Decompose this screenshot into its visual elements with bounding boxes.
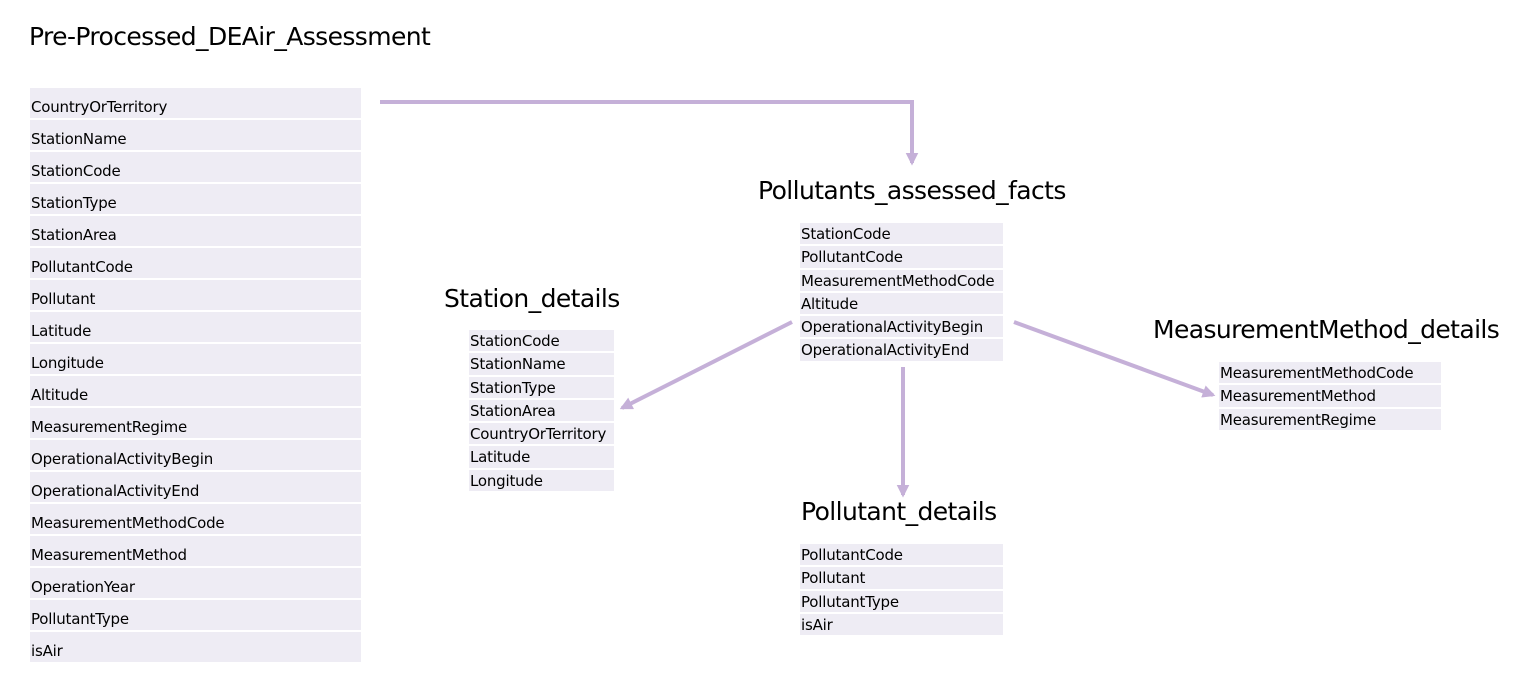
table-row: Altitude (800, 292, 1003, 315)
table-row: StationType (469, 376, 614, 398)
main-table: CountryOrTerritory StationName StationCode… (30, 88, 361, 664)
table-row: MeasurementMethod (1219, 385, 1441, 407)
station-table-title: Station_details (444, 284, 620, 313)
station-table: StationCode StationName StationType Station… (469, 330, 614, 493)
table-row: Latitude (30, 312, 361, 342)
table-row: isAir (800, 613, 1003, 636)
arrow-facts-to-station (619, 320, 793, 410)
table-row: CountryOrTerritory (30, 88, 361, 118)
table-row: OperationalActivityBegin (800, 316, 1003, 338)
arrow-main-to-facts (380, 100, 919, 166)
method-table: MeasurementMethodCode MeasurementMethod Me… (1219, 362, 1441, 432)
table-row: CountryOrTerritory (469, 423, 614, 445)
table-row: StationName (30, 120, 361, 150)
table-row: OperationalActivityEnd (800, 339, 1003, 361)
table-row: PollutantType (30, 600, 361, 630)
table-row: Longitude (30, 344, 361, 374)
table-row: MeasurementMethodCode (800, 269, 1003, 291)
table-row: OperationalActivityEnd (30, 472, 361, 502)
table-row: StationCode (30, 152, 361, 182)
table-row: PollutantCode (800, 544, 1003, 566)
table-row: Altitude (30, 376, 361, 406)
pollutant-table-title: Pollutant_details (801, 497, 997, 526)
table-row: StationArea (469, 399, 614, 422)
table-row: StationArea (30, 216, 361, 246)
table-row: StationName (469, 353, 614, 375)
table-row: Pollutant (30, 280, 361, 310)
table-row: Latitude (469, 446, 614, 468)
table-row: StationCode (469, 330, 614, 352)
main-table-title: Pre-Processed_DEAir_Assessment (29, 22, 431, 51)
table-row: MeasurementMethodCode (30, 504, 361, 534)
pollutant-table: PollutantCode Pollutant PollutantType isAir (800, 544, 1003, 637)
table-row: MeasurementRegime (30, 408, 361, 438)
table-row: MeasurementRegime (1219, 408, 1441, 430)
facts-table: StationCode PollutantCode MeasurementMetho… (800, 223, 1003, 363)
table-row: OperationYear (30, 568, 361, 598)
table-row: Longitude (469, 469, 614, 492)
table-row: PollutantCode (800, 246, 1003, 268)
table-row: isAir (30, 632, 361, 662)
table-row: MeasurementMethodCode (1219, 362, 1441, 384)
table-row: Pollutant (800, 567, 1003, 589)
method-table-title: MeasurementMethod_details (1153, 315, 1500, 344)
table-row: PollutantCode (30, 248, 361, 278)
table-row: MeasurementMethod (30, 536, 361, 566)
arrow-facts-to-method (1013, 320, 1216, 398)
table-row: OperationalActivityBegin (30, 440, 361, 470)
table-row: StationType (30, 184, 361, 214)
table-row: PollutantType (800, 590, 1003, 612)
facts-table-title: Pollutants_assessed_facts (758, 176, 1066, 205)
table-row: StationCode (800, 223, 1003, 245)
